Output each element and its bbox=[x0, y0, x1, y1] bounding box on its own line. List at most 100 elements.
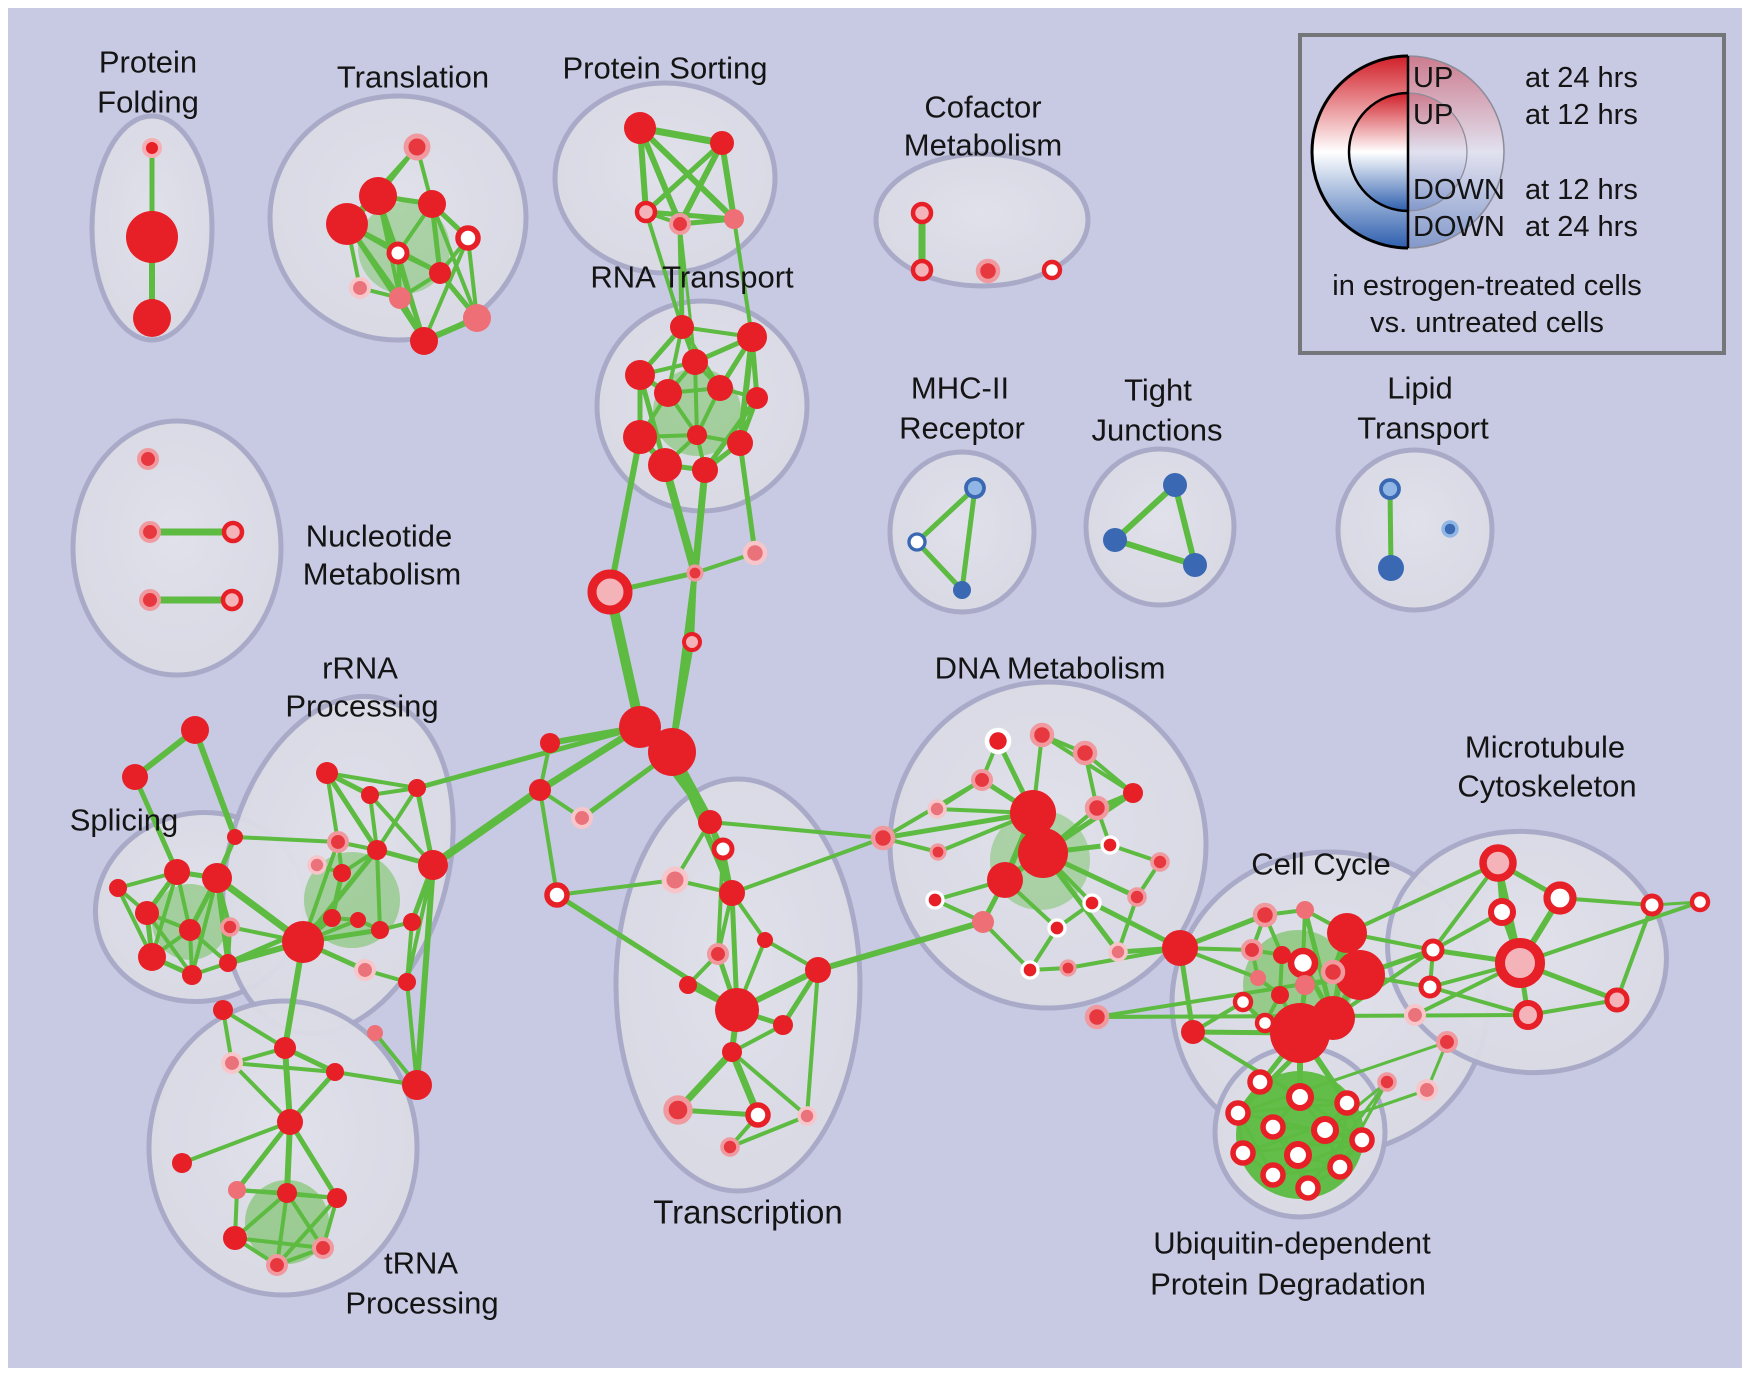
network-node-ringWhite bbox=[1418, 975, 1442, 999]
network-node-ringWhite bbox=[1287, 947, 1319, 979]
network-edge bbox=[607, 434, 643, 595]
network-node-red bbox=[133, 299, 171, 337]
network-node-pinkDark bbox=[663, 1095, 693, 1125]
network-node-pink bbox=[724, 209, 744, 229]
network-node-red bbox=[540, 733, 560, 753]
legend-box bbox=[1298, 33, 1726, 355]
network-node-ringWhite bbox=[1349, 1127, 1375, 1153]
cluster-label: Nucleotide bbox=[306, 519, 452, 554]
network-node-ringWhite bbox=[1232, 991, 1254, 1013]
network-edge bbox=[716, 847, 725, 956]
network-node-pinkDark bbox=[1240, 938, 1264, 962]
network-node-pinkDark bbox=[1029, 722, 1055, 748]
network-edge bbox=[1387, 486, 1394, 571]
network-edge bbox=[430, 202, 479, 320]
network-node-paleRingPink bbox=[353, 958, 377, 982]
network-node-red bbox=[679, 976, 697, 994]
network-node-paleRingPink bbox=[742, 540, 768, 566]
network-edge bbox=[233, 835, 340, 844]
network-edge bbox=[677, 140, 725, 227]
network-node-red bbox=[682, 349, 708, 375]
network-node-red bbox=[326, 203, 368, 245]
network-edge bbox=[234, 1119, 293, 1193]
network-node-red bbox=[1018, 828, 1068, 878]
legend-direction-label: UP bbox=[1413, 99, 1453, 131]
network-node-pink bbox=[389, 287, 411, 309]
network-node-ringWhite bbox=[1260, 1162, 1286, 1188]
network-edge bbox=[1518, 900, 1702, 965]
network-node-whiteRing bbox=[1082, 893, 1102, 913]
network-node-ringWhite bbox=[1310, 1115, 1340, 1145]
cluster-label: Ubiquitin-dependent bbox=[1153, 1226, 1431, 1261]
cluster-label: Processing bbox=[345, 1286, 498, 1321]
cluster-protein-sorting bbox=[552, 80, 778, 276]
network-node-red bbox=[398, 973, 416, 991]
cluster-label: Folding bbox=[97, 85, 199, 120]
network-edge bbox=[914, 485, 978, 545]
network-node-red bbox=[692, 457, 718, 483]
network-node-pinkDark bbox=[326, 830, 350, 854]
network-edge bbox=[691, 466, 709, 577]
network-node-pinkDark bbox=[870, 825, 896, 851]
network-node-red bbox=[164, 859, 190, 885]
network-node-pinkDark bbox=[403, 133, 431, 161]
network-node-whiteRing bbox=[1100, 835, 1120, 855]
legend-inner-right-arc bbox=[1407, 92, 1468, 212]
network-node-red bbox=[1327, 913, 1367, 953]
network-node-red bbox=[746, 387, 768, 409]
network-edge bbox=[914, 539, 965, 593]
network-node-pinkDark bbox=[975, 258, 1001, 284]
legend-time-label: at 24 hrs bbox=[1525, 211, 1638, 243]
network-node-paleRingPink bbox=[348, 276, 372, 300]
network-node-red bbox=[698, 810, 722, 834]
network-edge bbox=[737, 334, 755, 446]
network-edge bbox=[396, 251, 426, 343]
network-node-whiteRing bbox=[1020, 960, 1040, 980]
network-node-red bbox=[418, 850, 448, 880]
network-edge bbox=[730, 1050, 809, 1118]
network-node-red bbox=[213, 1000, 233, 1020]
network-node-red bbox=[757, 932, 773, 948]
network-node-red bbox=[126, 211, 178, 263]
network-node-red bbox=[1123, 783, 1143, 803]
network-node-red bbox=[648, 448, 682, 482]
network-node-red bbox=[109, 879, 127, 897]
network-node-red bbox=[172, 1153, 192, 1173]
network-node-pinkDark bbox=[138, 588, 162, 612]
network-edge bbox=[1345, 861, 1500, 935]
cluster-label: Junctions bbox=[1092, 413, 1223, 448]
network-edge bbox=[1428, 985, 1530, 1017]
network-edge bbox=[405, 980, 419, 1087]
network-node-red bbox=[707, 375, 733, 401]
network-node-ringPink bbox=[634, 200, 658, 224]
network-node-red bbox=[773, 1015, 793, 1035]
network-node-red bbox=[135, 901, 159, 925]
network-node-ringWhite bbox=[1327, 1154, 1353, 1180]
network-node-pink bbox=[1296, 901, 1314, 919]
network-edge bbox=[230, 1061, 292, 1124]
cluster-label: Metabolism bbox=[904, 128, 1063, 163]
network-node-red bbox=[138, 943, 166, 971]
network-node-pinkDark bbox=[1072, 740, 1098, 766]
network-edge bbox=[190, 876, 219, 977]
network-node-pinkDark bbox=[1084, 795, 1110, 821]
network-node-paleRingPink bbox=[220, 1051, 244, 1075]
network-node-red bbox=[227, 829, 243, 845]
network-edge bbox=[678, 222, 697, 364]
network-edge bbox=[719, 140, 737, 222]
network-node-blue bbox=[1103, 528, 1127, 552]
cluster-label: Protein Sorting bbox=[562, 51, 767, 86]
network-node-red bbox=[408, 779, 426, 797]
network-edge bbox=[275, 1196, 339, 1267]
network-edge bbox=[275, 1191, 289, 1267]
network-edge bbox=[233, 1236, 325, 1250]
network-edge bbox=[1236, 1040, 1449, 1115]
cluster-label: Receptor bbox=[899, 411, 1025, 446]
network-node-blue bbox=[1378, 555, 1404, 581]
cluster-cofactor-metabolism bbox=[873, 151, 1091, 289]
network-edge bbox=[414, 724, 643, 791]
cluster-label: rRNA bbox=[322, 651, 398, 686]
network-node-paleRingPink bbox=[661, 866, 689, 894]
network-edge bbox=[414, 862, 436, 1088]
network-edge bbox=[1338, 1080, 1389, 1169]
